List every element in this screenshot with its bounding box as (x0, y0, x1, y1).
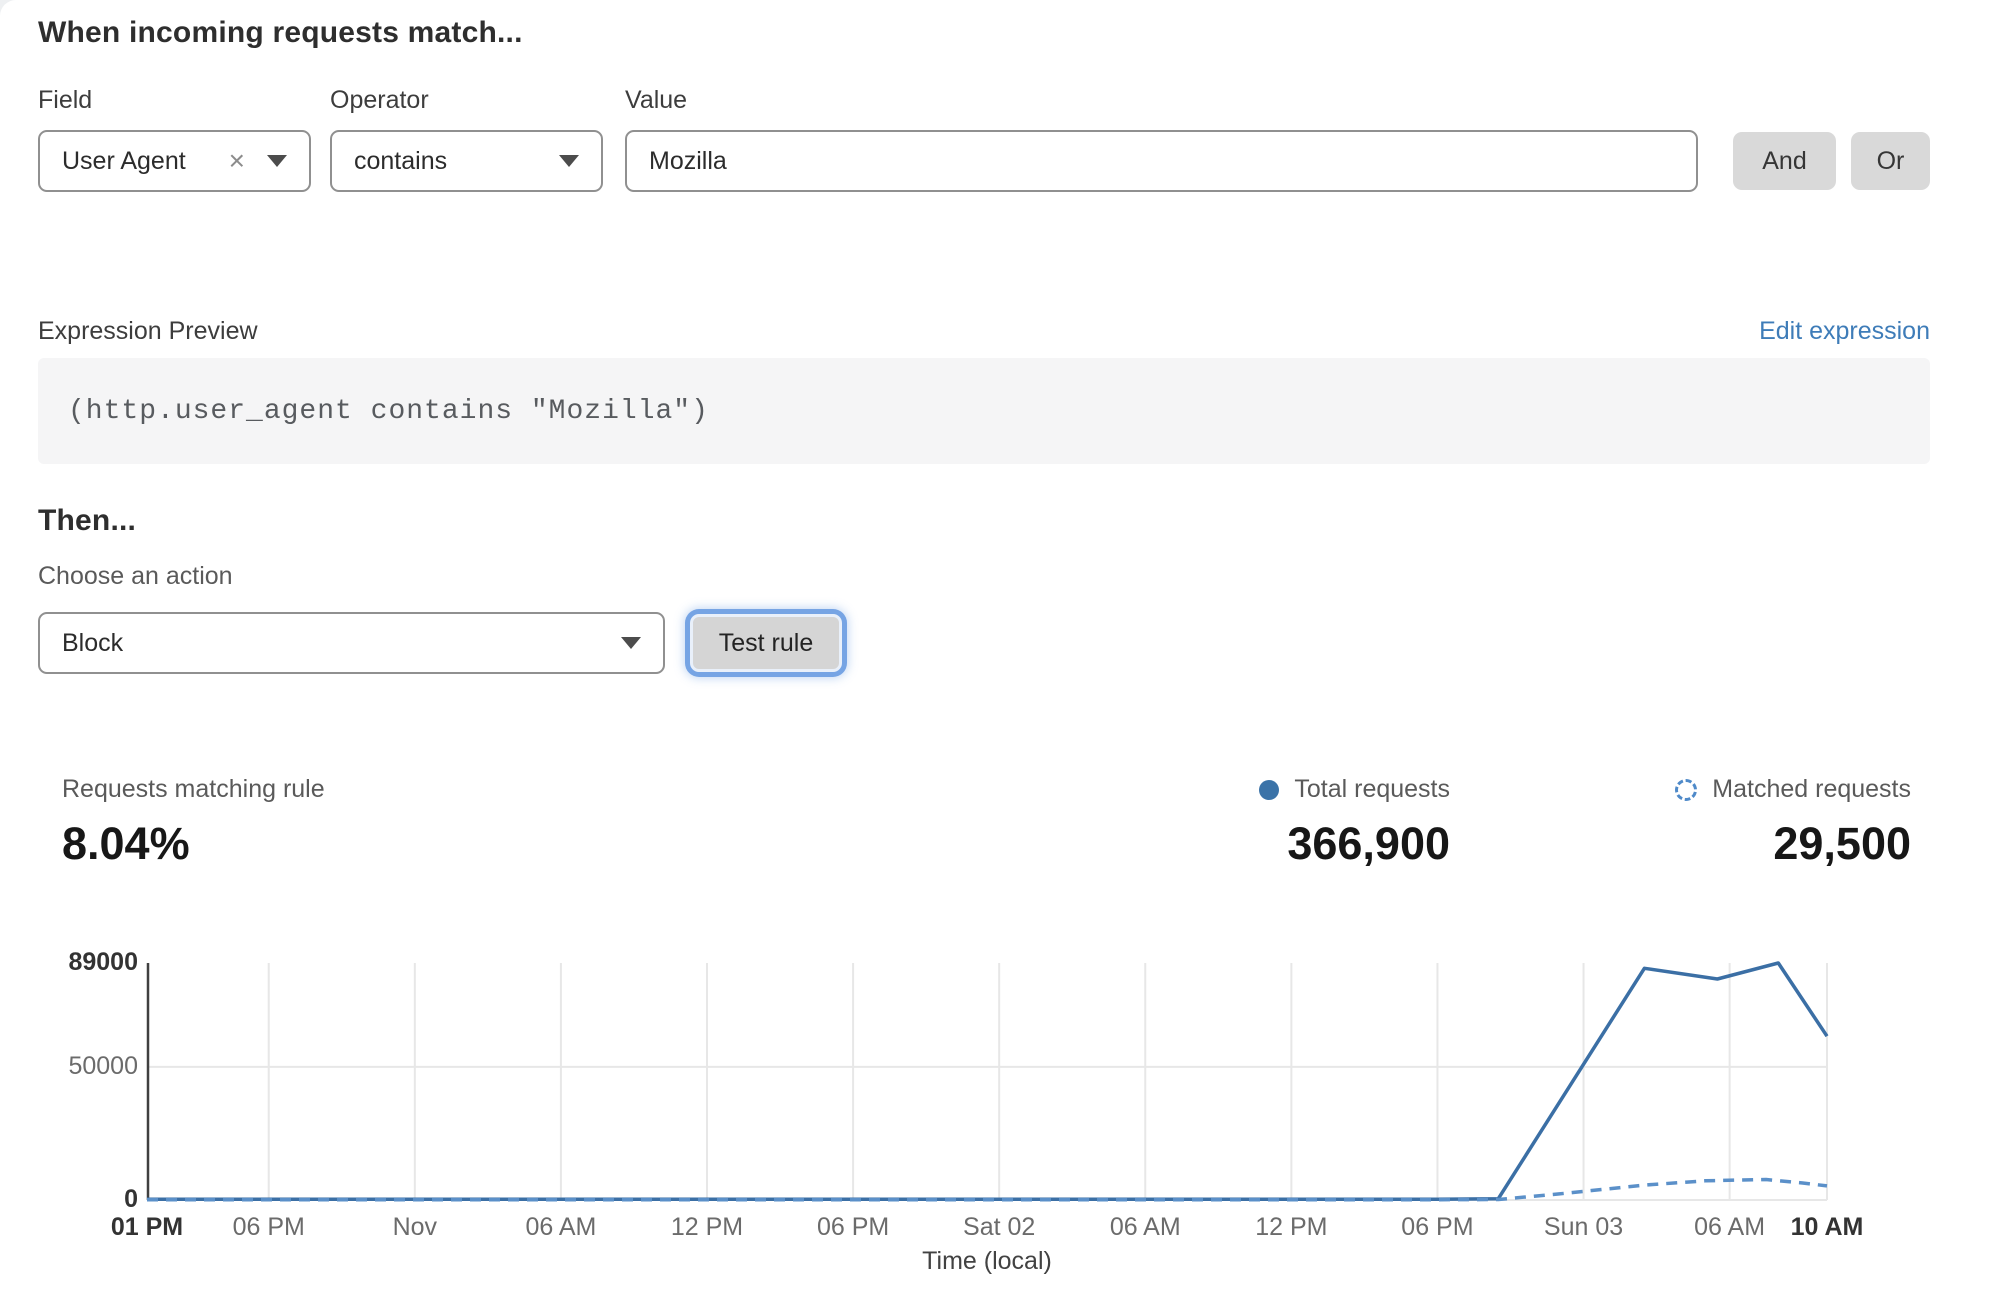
field-select-value: User Agent (62, 146, 186, 175)
x-tick-label: Sun 03 (1543, 1213, 1624, 1241)
expression-preview-label: Expression Preview (38, 317, 258, 345)
x-tick-label: 12 PM (670, 1213, 744, 1241)
total-requests-value: 366,900 (1287, 818, 1450, 869)
field-label: Field (38, 86, 93, 114)
or-button[interactable]: Or (1851, 132, 1930, 190)
and-button[interactable]: And (1733, 132, 1836, 190)
chart-plot-area (146, 961, 1829, 1202)
value-input[interactable] (625, 130, 1698, 192)
x-tick-label: 06 AM (1694, 1213, 1766, 1241)
total-requests-label: Total requests (1294, 775, 1450, 803)
total-requests-dot-icon (1259, 779, 1280, 800)
then-section-title: Then... (38, 504, 137, 537)
series-line-matched-requests (146, 1177, 1828, 1202)
match-section-title: When incoming requests match... (38, 16, 523, 49)
choose-action-label: Choose an action (38, 562, 233, 590)
action-select-value: Block (62, 628, 124, 657)
matched-requests-label: Matched requests (1712, 775, 1911, 803)
operator-select-value: contains (354, 146, 448, 175)
requests-matching-label: Requests matching rule (62, 775, 325, 803)
operator-select[interactable]: contains (330, 130, 603, 192)
y-tick-label: 89000 (68, 948, 138, 976)
chevron-down-icon (559, 155, 579, 167)
x-tick-label: 06 AM (525, 1213, 597, 1241)
time-axis-label: Time (local) (922, 1247, 1052, 1275)
chevron-down-icon (267, 155, 287, 167)
y-tick-label: 50000 (68, 1051, 138, 1080)
x-tick-label: 06 PM (1401, 1213, 1474, 1241)
y-tick-label: 0 (124, 1185, 138, 1213)
expression-code: (http.user_agent contains "Mozilla") (68, 395, 709, 427)
operator-label: Operator (330, 86, 429, 114)
x-tick-label: 12 PM (1255, 1213, 1328, 1241)
x-tick-label: 10 AM (1790, 1213, 1864, 1241)
total-requests-stat: Total requests 366,900 (1259, 775, 1450, 866)
chevron-down-icon (621, 637, 641, 649)
x-tick-label: 06 PM (232, 1213, 305, 1241)
requests-matching-value: 8.04% (62, 818, 190, 869)
edit-expression-link[interactable]: Edit expression (1759, 317, 1930, 345)
expression-code-box: (http.user_agent contains "Mozilla") (38, 358, 1930, 464)
x-tick-label: 01 PM (110, 1213, 184, 1241)
clear-icon[interactable]: × (228, 145, 245, 176)
matched-requests-dashed-circle-icon (1675, 778, 1698, 801)
field-select[interactable]: User Agent × (38, 130, 311, 192)
x-tick-label: 06 PM (816, 1213, 890, 1241)
action-select[interactable]: Block (38, 612, 665, 674)
matched-requests-stat: Matched requests 29,500 (1675, 775, 1911, 866)
series-line-total-requests (146, 961, 1829, 1202)
test-rule-button[interactable]: Test rule (690, 614, 842, 672)
matched-requests-value: 29,500 (1773, 818, 1911, 869)
requests-matching-stat: Requests matching rule 8.04% (62, 775, 325, 866)
x-tick-label: 06 AM (1109, 1213, 1181, 1241)
x-tick-label: Nov (392, 1213, 438, 1241)
value-label: Value (625, 86, 688, 114)
x-tick-label: Sat 02 (963, 1213, 1036, 1241)
